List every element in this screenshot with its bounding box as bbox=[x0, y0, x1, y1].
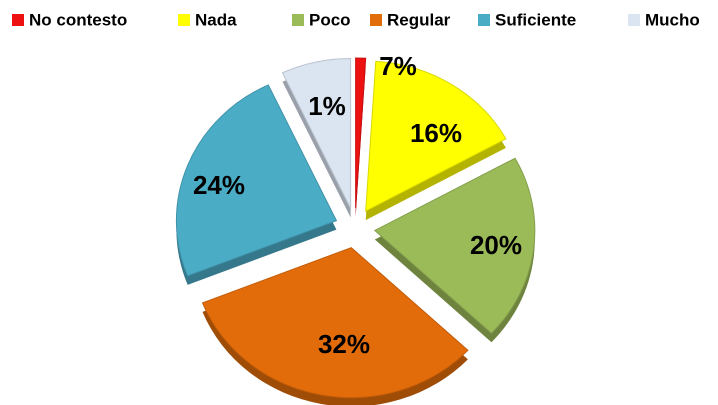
data-label: 20% bbox=[470, 230, 522, 260]
legend-label: Poco bbox=[309, 10, 351, 29]
slice bbox=[201, 247, 469, 399]
legend-label: Regular bbox=[387, 10, 451, 29]
legend-swatch bbox=[478, 14, 490, 26]
slice bbox=[373, 157, 536, 334]
legend-label: No contesto bbox=[29, 10, 127, 29]
data-label: 32% bbox=[318, 329, 370, 359]
slice bbox=[355, 57, 367, 209]
legend-label: Mucho bbox=[645, 10, 700, 29]
legend-swatch bbox=[292, 14, 304, 26]
data-label: 1% bbox=[308, 91, 346, 121]
legend-label: Nada bbox=[195, 10, 237, 29]
slice bbox=[175, 84, 338, 277]
legend-swatch bbox=[370, 14, 382, 26]
legend-swatch bbox=[12, 14, 24, 26]
legend-swatch bbox=[178, 14, 190, 26]
legend-swatch bbox=[628, 14, 640, 26]
data-label: 7% bbox=[379, 51, 417, 81]
slice bbox=[281, 57, 352, 209]
data-label: 16% bbox=[410, 118, 462, 148]
slice bbox=[365, 60, 507, 212]
legend-label: Suficiente bbox=[495, 10, 576, 29]
data-label: 24% bbox=[193, 170, 245, 200]
